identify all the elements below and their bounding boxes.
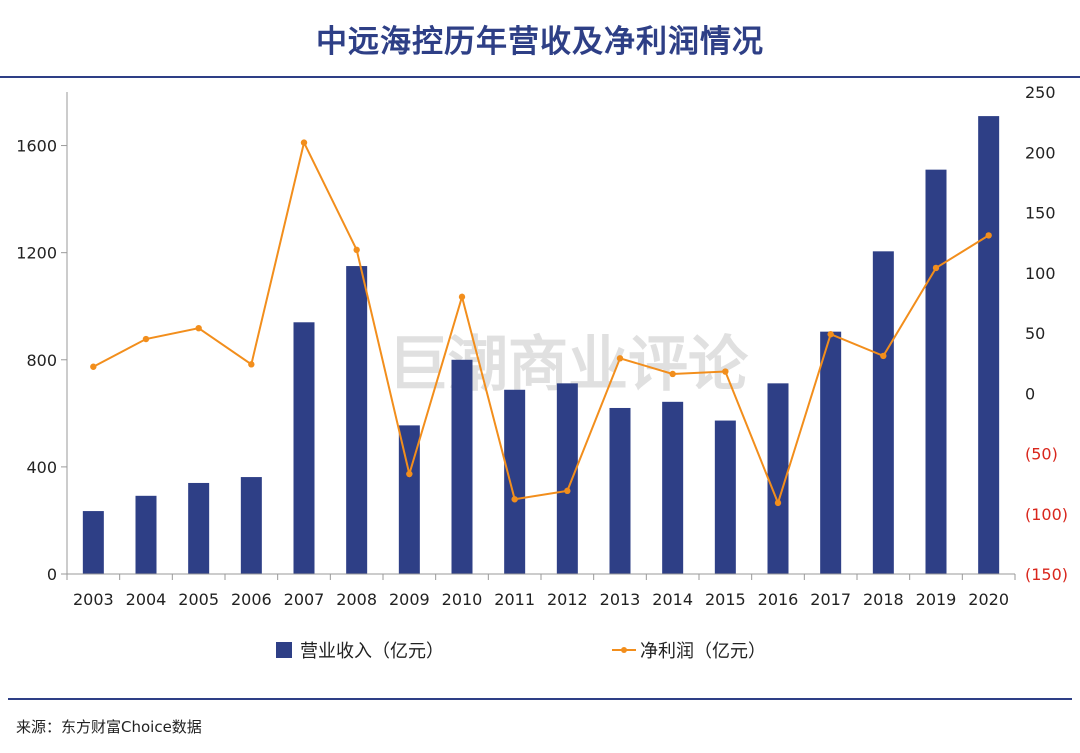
point-2016 [774, 499, 782, 507]
bar-2011 [504, 389, 526, 574]
y-left-tick-label: 0 [47, 565, 57, 584]
point-2015 [722, 368, 729, 375]
title-rule [0, 76, 1080, 78]
point-2014 [669, 370, 676, 378]
bar-2007 [293, 322, 315, 574]
x-tick-label: 2017 [810, 590, 851, 609]
x-tick-label: 2012 [547, 590, 588, 609]
bar-2010 [451, 359, 473, 574]
x-tick-label: 2020 [968, 590, 1009, 609]
source-note: 来源：东方财富Choice数据 [16, 718, 202, 736]
point-2006 [248, 361, 255, 368]
y-right-tick-label: (150) [1025, 565, 1068, 584]
x-tick-label: 2005 [178, 590, 219, 609]
point-2013 [616, 355, 624, 362]
y-right-tick-label: 150 [1025, 204, 1056, 223]
y-left-tick-label: 400 [26, 458, 57, 477]
bar-2008 [346, 266, 368, 574]
bar-2015 [714, 420, 736, 574]
bar-2003 [82, 511, 104, 574]
x-tick-label: 2019 [916, 590, 957, 609]
y-left-tick-label: 800 [26, 351, 57, 370]
bar-2009 [398, 425, 420, 574]
y-right-tick-label: (100) [1025, 505, 1068, 524]
x-tick-label: 2007 [284, 590, 325, 609]
point-2019 [932, 264, 940, 272]
point-2005 [195, 324, 202, 332]
legend-label-revenue: 营业收入（亿元） [300, 641, 444, 662]
y-right-tick-label: 250 [1025, 83, 1056, 102]
bar-2006 [240, 477, 262, 574]
chart-title: 中远海控历年营收及净利润情况 [316, 24, 764, 60]
axes: 0 400 800 1200 1600 2003 2004 2005 2006 2007 2008 2… [16, 83, 1068, 609]
net-profit-line [90, 139, 992, 507]
bar-2018 [872, 251, 894, 575]
bar-2019 [925, 169, 947, 574]
bar-2017 [820, 331, 842, 574]
legend-label-net-profit: 净利润（亿元） [640, 641, 766, 662]
point-2010 [458, 293, 466, 301]
x-tick-label: 2009 [389, 590, 430, 609]
net-profit-polyline [92, 139, 990, 506]
bar-2005 [188, 482, 210, 574]
legend-bar-swatch [276, 642, 292, 658]
point-2012 [564, 487, 571, 495]
y-right-tick-label: 200 [1025, 143, 1056, 162]
y-left-tick-label: 1600 [16, 137, 57, 156]
point-2017 [827, 331, 834, 338]
bar-2012 [556, 383, 578, 574]
x-tick-label: 2011 [494, 590, 535, 609]
y-left-tick-label: 1200 [16, 244, 57, 263]
x-tick-label: 2013 [600, 590, 641, 609]
y-right-tick-label: 100 [1025, 264, 1056, 283]
bar-2014 [662, 401, 684, 574]
revenue-bars [82, 116, 1000, 575]
x-tick-label: 2016 [758, 590, 799, 609]
point-2003 [90, 363, 97, 370]
x-tick-label: 2018 [863, 590, 904, 609]
legend: 营业收入（亿元） 净利润（亿元） [276, 641, 766, 662]
point-2018 [880, 352, 887, 360]
y-right-tick-label: (50) [1025, 445, 1058, 464]
point-2004 [142, 335, 150, 343]
x-tick-label: 2003 [73, 590, 114, 609]
point-2007 [300, 139, 308, 146]
footer-rule [8, 698, 1072, 700]
y-right-tick-label: 0 [1025, 384, 1035, 403]
point-2020 [985, 232, 992, 239]
x-tick-label: 2010 [442, 590, 483, 609]
point-2009 [406, 470, 413, 478]
legend-line-marker [621, 647, 627, 653]
bar-2013 [609, 407, 631, 574]
x-tick-label: 2006 [231, 590, 272, 609]
bar-2004 [135, 495, 157, 574]
bar-2016 [767, 383, 789, 574]
point-2008 [353, 246, 360, 254]
bar-2020 [978, 116, 1000, 574]
x-tick-label: 2004 [126, 590, 167, 609]
x-tick-label: 2015 [705, 590, 746, 609]
point-2011 [511, 496, 518, 503]
y-right-tick-label: 50 [1025, 324, 1045, 343]
x-tick-label: 2014 [652, 590, 693, 609]
x-tick-label: 2008 [336, 590, 377, 609]
